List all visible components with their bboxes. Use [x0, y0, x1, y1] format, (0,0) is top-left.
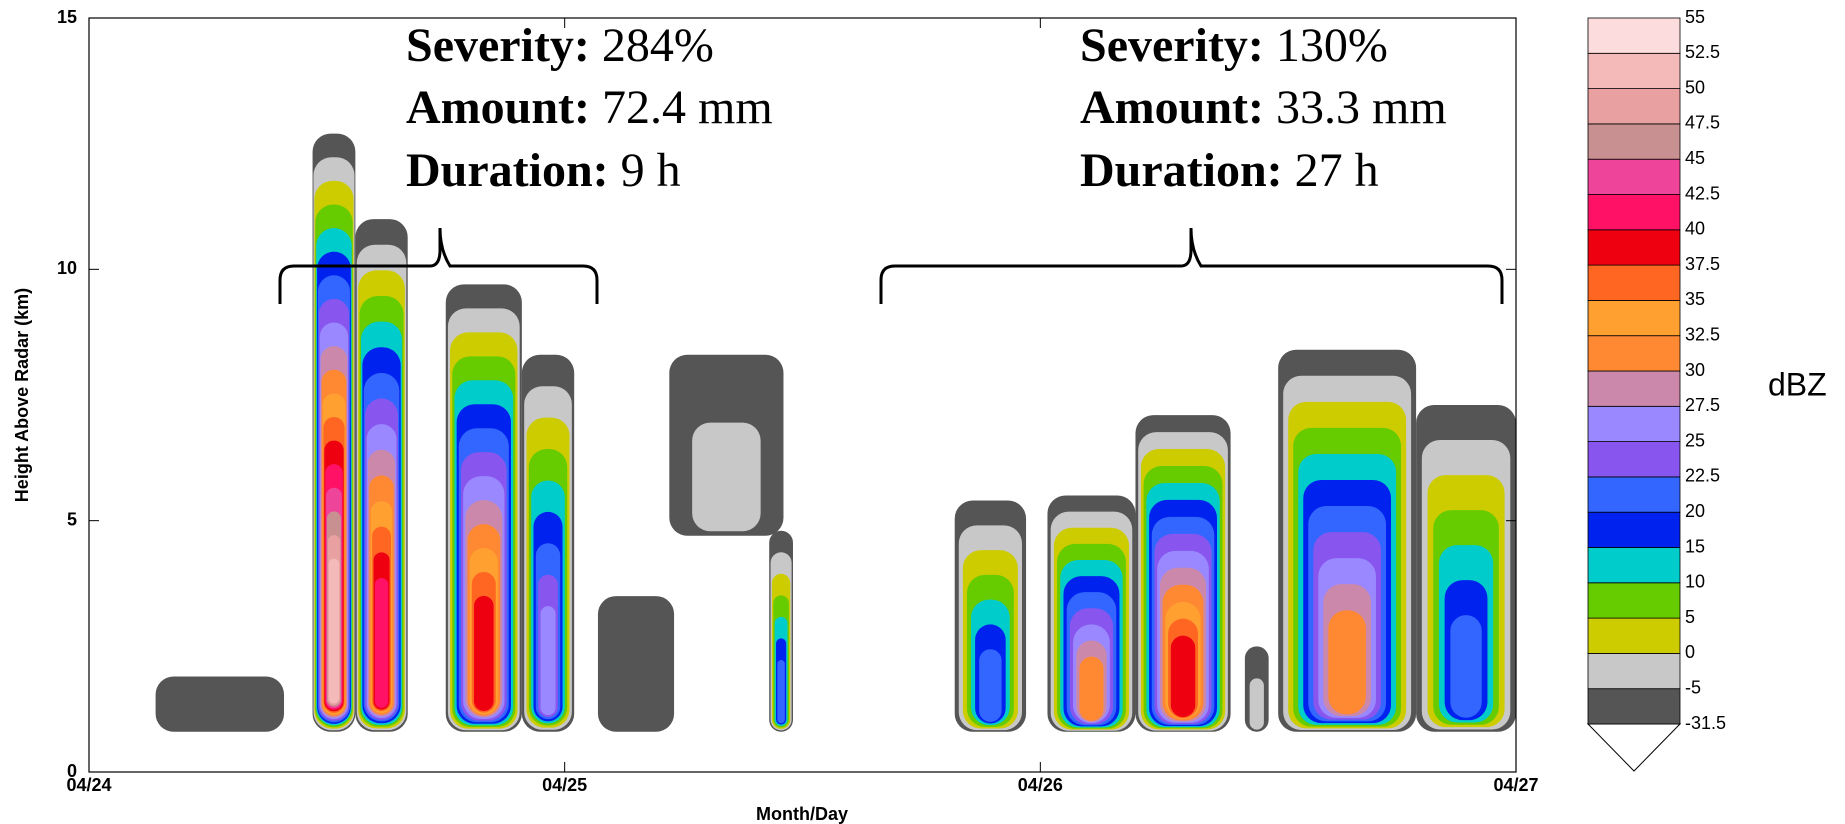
- colorbar-bin: [1587, 688, 1681, 725]
- annotation-value: 27 h: [1295, 144, 1379, 197]
- x-axis-label: Month/Day: [756, 804, 848, 824]
- x-tick-label: 04/24: [66, 775, 111, 795]
- x-tick-label: 04/27: [1493, 775, 1538, 795]
- annotation-value: 284%: [602, 19, 714, 72]
- annotation-label: Severity:: [406, 19, 590, 72]
- colorbar-bin: [1587, 582, 1681, 619]
- echo-region: [979, 649, 1002, 722]
- echo-region: [1328, 610, 1366, 715]
- annotation: Duration: 27 h: [1080, 144, 1379, 197]
- colorbar-extension: [1586, 723, 1682, 772]
- colorbar-tick-label: 15: [1685, 536, 1705, 556]
- colorbar-bin: [1587, 229, 1681, 266]
- colorbar-tick-label: 37.5: [1685, 254, 1720, 274]
- annotation: Amount: 33.3 mm: [1080, 81, 1447, 134]
- x-tick-label: 04/26: [1018, 775, 1063, 795]
- y-tick-label: 0: [67, 761, 77, 781]
- colorbar-tick-label: 25: [1685, 430, 1705, 450]
- y-tick-label: 15: [57, 7, 77, 27]
- colorbar-bin: [1587, 405, 1681, 442]
- echo-region: [1170, 635, 1196, 718]
- annotation: Severity: 130%: [1080, 19, 1388, 72]
- colorbar-bin: [1587, 264, 1681, 301]
- colorbar-bin: [1587, 335, 1681, 372]
- colorbar-bin: [1587, 17, 1681, 54]
- annotation: Severity: 284%: [406, 19, 714, 72]
- colorbar-bin: [1587, 617, 1681, 654]
- echo-region: [1249, 678, 1264, 730]
- annotation: Amount: 72.4 mm: [406, 81, 773, 134]
- colorbar-tick-label: 20: [1685, 501, 1705, 521]
- echo-region: [1079, 656, 1104, 722]
- colorbar-bin: [1587, 299, 1681, 337]
- colorbar-tick-label: -31.5: [1685, 713, 1726, 733]
- colorbar-tick-label: 52.5: [1685, 42, 1720, 62]
- colorbar-bin: [1587, 653, 1681, 690]
- colorbar-bin: [1587, 370, 1681, 407]
- annotation-label: Severity:: [1080, 19, 1264, 72]
- plot-frame: [88, 17, 1517, 773]
- colorbar-tick-label: 40: [1685, 219, 1705, 239]
- colorbar-tick-label: -5: [1685, 677, 1701, 697]
- colorbar-tick-label: 50: [1685, 77, 1705, 97]
- bracket: [879, 227, 1504, 304]
- colorbar-label: dBZ: [1768, 366, 1827, 402]
- colorbar-tick-label: 45: [1685, 148, 1705, 168]
- annotation-value: 33.3 mm: [1276, 81, 1447, 134]
- echo-layer: [155, 133, 1516, 732]
- echo-region: [597, 596, 675, 732]
- colorbar-bin: [1587, 194, 1681, 231]
- echo-region: [374, 577, 389, 708]
- annotation: Duration: 9 h: [406, 144, 681, 197]
- x-tick-label: 04/25: [542, 775, 587, 795]
- colorbar-tick-label: 35: [1685, 289, 1705, 309]
- colorbar-tick-label: 27.5: [1685, 395, 1720, 415]
- colorbar-bin: [1587, 547, 1681, 584]
- colorbar-tick-label: 32.5: [1685, 324, 1720, 344]
- bracket: [278, 227, 599, 304]
- echo-region: [692, 422, 761, 532]
- colorbar-tick-label: 0: [1685, 642, 1695, 662]
- colorbar-bin: [1587, 158, 1681, 195]
- colorbar-bin: [1587, 88, 1681, 125]
- echo-region: [540, 606, 556, 716]
- echo-region: [155, 676, 285, 732]
- colorbar-bin: [1587, 441, 1681, 478]
- echo-region: [777, 659, 785, 724]
- colorbar-tick-label: 10: [1685, 572, 1705, 592]
- colorbar-tick-label: 30: [1685, 360, 1705, 380]
- colorbar-tick-label: 5: [1685, 607, 1695, 627]
- annotation-label: Amount:: [1080, 81, 1264, 134]
- y-axis-label: Height Above Radar (km): [12, 288, 32, 502]
- annotation-label: Duration:: [406, 144, 609, 197]
- y-tick-label: 10: [57, 258, 77, 278]
- echo-region: [474, 595, 494, 712]
- colorbar-bin: [1587, 52, 1681, 89]
- colorbar-tick-label: 47.5: [1685, 113, 1720, 133]
- y-tick-label: 5: [67, 509, 77, 529]
- colorbar-bin: [1587, 123, 1681, 160]
- echo-region: [328, 558, 340, 704]
- echo-region: [1450, 615, 1482, 718]
- colorbar-bin: [1587, 476, 1681, 513]
- annotation-value: 72.4 mm: [602, 81, 773, 134]
- colorbar-tick-label: 42.5: [1685, 183, 1720, 203]
- annotation-label: Amount:: [406, 81, 590, 134]
- colorbar-bin: [1587, 511, 1681, 548]
- annotation-label: Duration:: [1080, 144, 1283, 197]
- annotation-value: 130%: [1276, 19, 1388, 72]
- colorbar-tick-label: 55: [1685, 7, 1705, 27]
- colorbar-tick-label: 22.5: [1685, 466, 1720, 486]
- annotation-value: 9 h: [621, 144, 681, 197]
